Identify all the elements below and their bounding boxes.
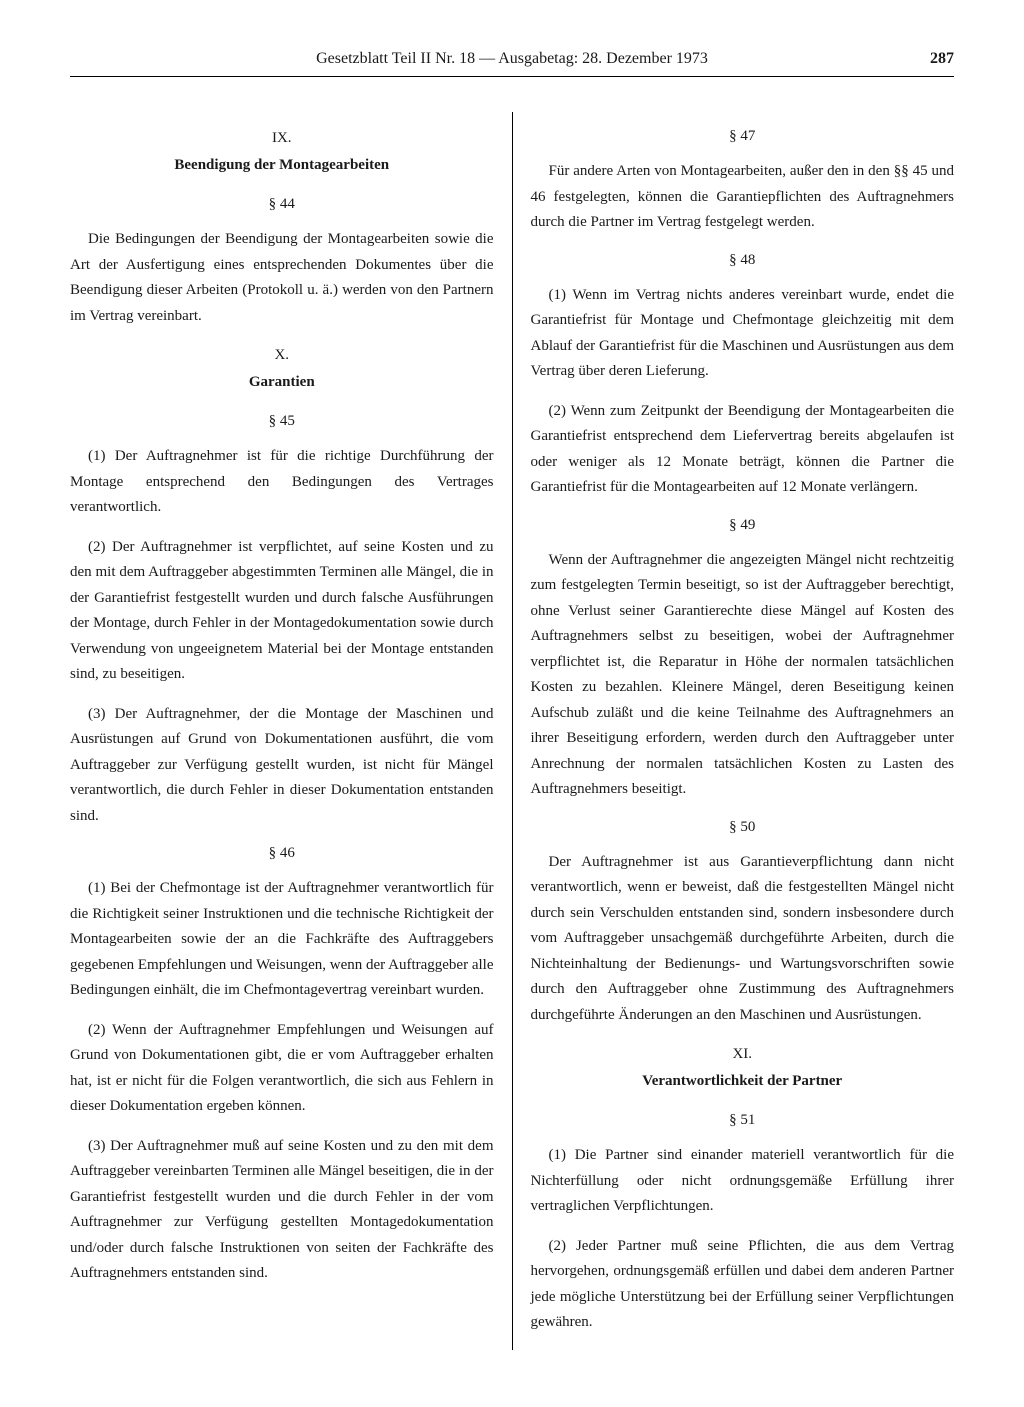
section-roman: IX. xyxy=(70,130,494,147)
paragraph-text: Die Bedingungen der Beendigung der Monta… xyxy=(70,227,494,329)
paragraph-number: § 47 xyxy=(531,128,955,145)
paragraph-text: (1) Die Partner sind einander materiell … xyxy=(531,1143,955,1220)
paragraph-text: (3) Der Auftragnehmer muß auf seine Kost… xyxy=(70,1134,494,1287)
paragraph-text: (1) Wenn im Vertrag nichts anderes verei… xyxy=(531,283,955,385)
header-title: Gesetzblatt Teil II Nr. 18 — Ausgabetag:… xyxy=(316,50,708,68)
paragraph-number: § 44 xyxy=(70,196,494,213)
paragraph-text: (2) Der Auftragnehmer ist verpflichtet, … xyxy=(70,535,494,688)
paragraph-text: (3) Der Auftragnehmer, der die Montage d… xyxy=(70,702,494,830)
paragraph-number: § 51 xyxy=(531,1112,955,1129)
paragraph-text: (1) Bei der Chefmontage ist der Auftragn… xyxy=(70,876,494,1004)
left-column: IX. Beendigung der Montagearbeiten § 44 Die… xyxy=(70,112,512,1350)
right-column: § 47 Für andere Arten von Montagearbeiten… xyxy=(513,112,955,1350)
paragraph-number: § 50 xyxy=(531,819,955,836)
section-title: Beendigung der Montagearbeiten xyxy=(70,157,494,174)
paragraph-number: § 49 xyxy=(531,517,955,534)
paragraph-number: § 46 xyxy=(70,845,494,862)
section-roman: X. xyxy=(70,347,494,364)
section-title: Verantwortlichkeit der Partner xyxy=(531,1073,955,1090)
section-roman: XI. xyxy=(531,1046,955,1063)
paragraph-text: Der Auftragnehmer ist aus Garantieverpfl… xyxy=(531,850,955,1029)
paragraph-number: § 45 xyxy=(70,413,494,430)
paragraph-text: Wenn der Auftragnehmer die angezeigten M… xyxy=(531,548,955,803)
page-number: 287 xyxy=(930,50,954,68)
paragraph-text: (1) Der Auftragnehmer ist für die richti… xyxy=(70,444,494,521)
paragraph-text: (2) Jeder Partner muß seine Pflichten, d… xyxy=(531,1234,955,1336)
paragraph-text: Für andere Arten von Montagearbeiten, au… xyxy=(531,159,955,236)
page-header: Gesetzblatt Teil II Nr. 18 — Ausgabetag:… xyxy=(70,50,954,77)
paragraph-text: (2) Wenn der Auftragnehmer Empfehlungen … xyxy=(70,1018,494,1120)
paragraph-number: § 48 xyxy=(531,252,955,269)
content-columns: IX. Beendigung der Montagearbeiten § 44 Die… xyxy=(70,112,954,1350)
paragraph-text: (2) Wenn zum Zeitpunkt der Beendigung de… xyxy=(531,399,955,501)
section-title: Garantien xyxy=(70,374,494,391)
